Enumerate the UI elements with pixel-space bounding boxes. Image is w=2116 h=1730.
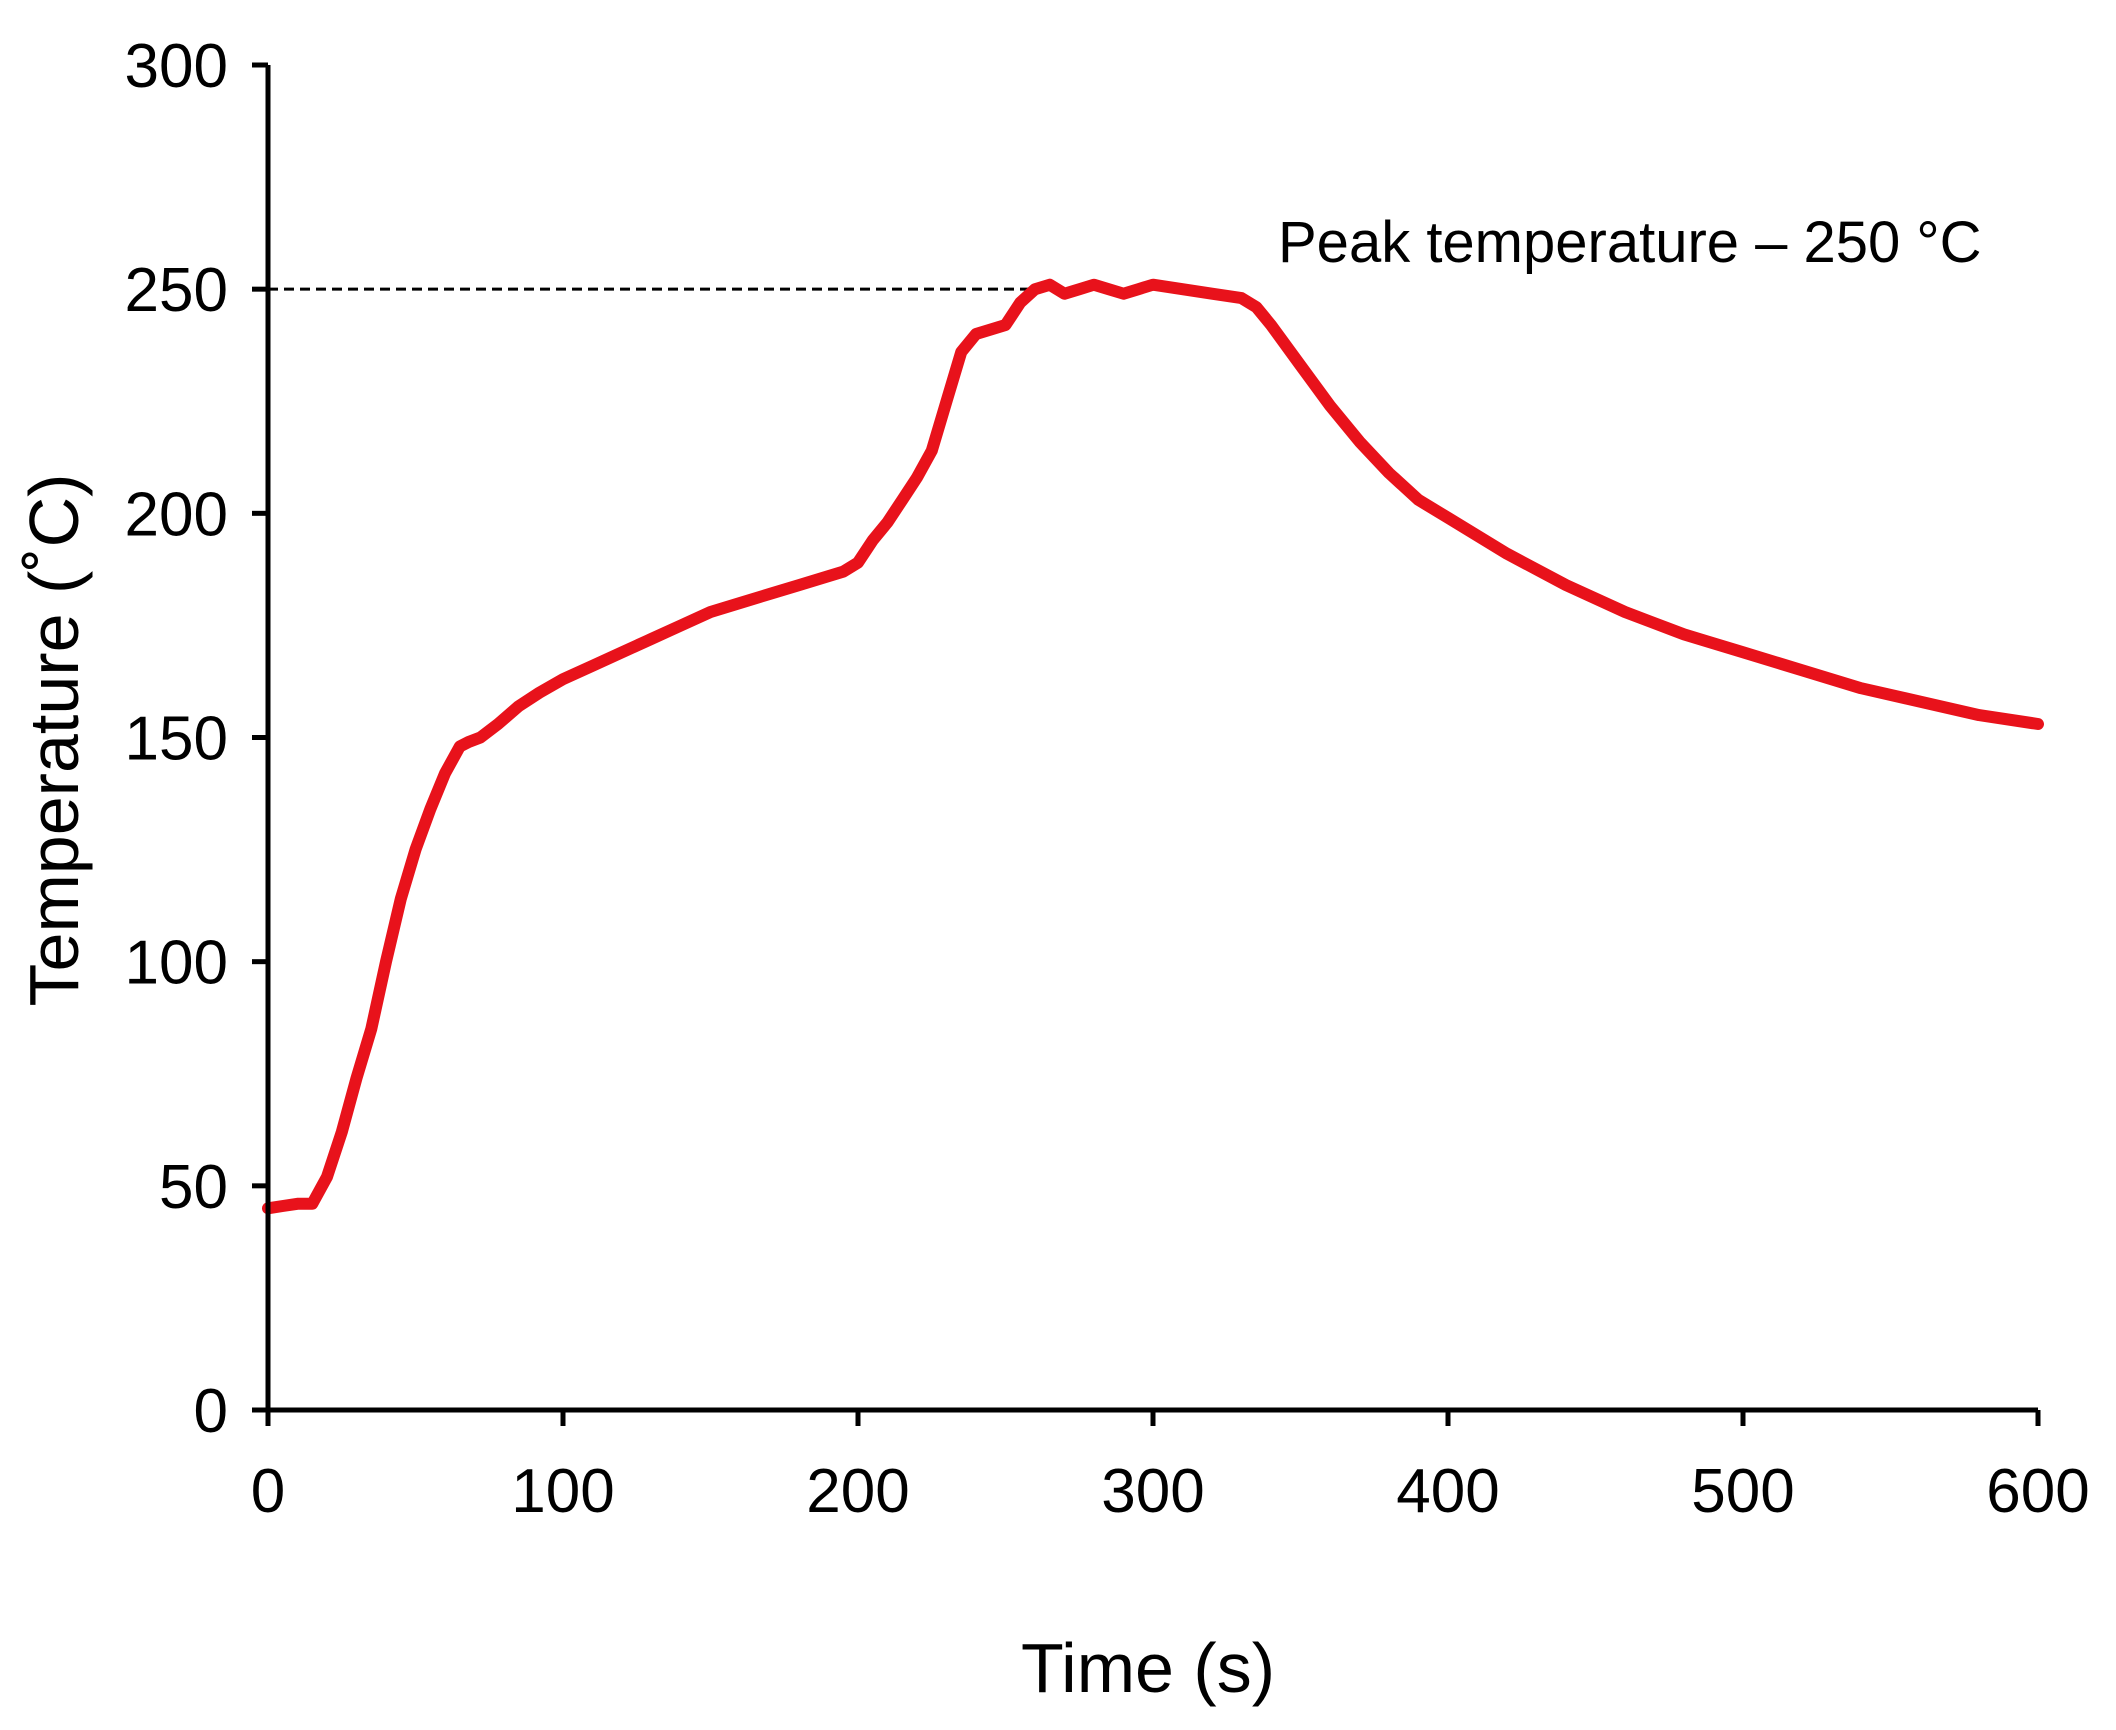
peak-temperature-annotation: Peak temperature – 250 °C <box>1278 210 1981 275</box>
y-tick-label: 150 <box>125 705 228 774</box>
y-tick-label: 50 <box>159 1153 228 1222</box>
x-tick-label: 0 <box>251 1457 285 1526</box>
x-tick-label: 200 <box>806 1457 909 1526</box>
x-tick-label: 100 <box>511 1457 614 1526</box>
y-tick-label: 250 <box>125 256 228 325</box>
y-tick-label: 300 <box>125 32 228 101</box>
x-axis-title: Time (s) <box>1021 1629 1275 1707</box>
series-layer <box>262 278 2044 1215</box>
y-tick-label: 200 <box>125 480 228 549</box>
axes <box>252 62 2041 1426</box>
x-tick-label: 300 <box>1101 1457 1204 1526</box>
tick-labels: 0 50 100 150 200 250 300 0 100 200 300 400 500 600 <box>125 32 2090 1526</box>
y-tick-label: 100 <box>125 929 228 998</box>
y-tick-label: 0 <box>194 1377 228 1446</box>
y-axis-title: Temperature (˚C) <box>15 474 93 1007</box>
x-tick-label: 400 <box>1396 1457 1499 1526</box>
x-tick-label: 600 <box>1986 1457 2089 1526</box>
temperature-series-line <box>262 278 2044 1215</box>
x-tick-label: 500 <box>1691 1457 1794 1526</box>
